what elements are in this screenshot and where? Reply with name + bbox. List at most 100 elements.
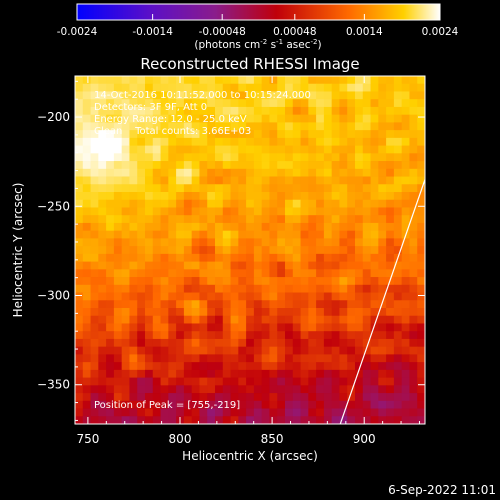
heatmap-cell xyxy=(386,114,395,123)
heatmap-cell xyxy=(82,331,91,340)
heatmap-cell xyxy=(246,99,255,108)
heatmap-cell xyxy=(207,153,216,162)
heatmap-cell xyxy=(417,99,425,108)
heatmap-cell xyxy=(300,184,309,193)
heatmap-cell xyxy=(370,300,379,309)
heatmap-cell xyxy=(277,184,286,193)
heatmap-cell xyxy=(246,416,255,424)
heatmap-cell xyxy=(362,362,371,371)
heatmap-cell xyxy=(191,346,200,355)
heatmap-cell xyxy=(152,323,161,332)
heatmap-cell xyxy=(347,338,356,348)
heatmap-cell xyxy=(121,176,130,185)
heatmap-cell xyxy=(269,114,278,123)
heatmap-cell xyxy=(129,83,138,92)
heatmap-cell xyxy=(285,277,294,286)
heatmap-cell xyxy=(378,362,387,371)
heatmap-cell xyxy=(207,346,216,355)
heatmap-cell xyxy=(152,91,161,100)
heatmap-cell xyxy=(183,215,193,224)
heatmap-cell xyxy=(316,292,325,301)
heatmap-cell xyxy=(401,76,410,85)
heatmap-cell xyxy=(176,222,185,232)
heatmap-cell xyxy=(222,284,231,293)
heatmap-cell xyxy=(183,176,193,185)
heatmap-cell xyxy=(90,315,99,324)
heatmap-cell xyxy=(370,331,379,340)
heatmap-cell xyxy=(238,377,247,386)
heatmap-cell xyxy=(409,300,418,309)
heatmap-cell xyxy=(207,269,216,278)
heatmap-cell xyxy=(362,168,371,177)
heatmap-cell xyxy=(355,106,364,116)
heatmap-cell xyxy=(90,393,99,402)
heatmap-cell xyxy=(98,114,107,123)
heatmap-cell xyxy=(238,122,247,131)
heatmap-cell xyxy=(386,145,395,154)
heatmap-cell xyxy=(191,176,200,185)
heatmap-cell xyxy=(137,76,146,85)
heatmap-cell xyxy=(300,106,309,116)
heatmap-cell xyxy=(300,331,309,340)
heatmap-cell xyxy=(323,416,333,424)
heatmap-cell xyxy=(207,168,216,177)
heatmap-cell xyxy=(417,161,425,170)
heatmap-cell xyxy=(409,114,418,123)
heatmap-cell xyxy=(176,145,185,154)
heatmap-cell xyxy=(393,76,403,85)
heatmap-cell xyxy=(370,238,379,247)
heatmap-cell xyxy=(121,315,130,324)
heatmap-cell xyxy=(292,130,301,139)
heatmap-cell xyxy=(152,161,161,170)
heatmap-cell xyxy=(176,393,185,402)
heatmap-cell xyxy=(121,261,130,270)
heatmap-cell xyxy=(121,300,130,309)
heatmap-cell xyxy=(347,277,356,286)
heatmap-cell xyxy=(191,331,200,340)
heatmap-cell xyxy=(183,416,193,424)
heatmap-cell xyxy=(292,106,301,116)
heatmap-cell xyxy=(362,199,371,208)
heatmap-cell xyxy=(82,354,91,363)
heatmap-cell xyxy=(362,331,371,340)
heatmap-cell xyxy=(238,261,247,270)
heatmap-cell xyxy=(378,238,387,247)
heatmap-cell xyxy=(308,199,317,208)
heatmap-cell xyxy=(145,99,154,108)
heatmap-cell xyxy=(191,354,200,363)
heatmap-cell xyxy=(277,130,286,139)
heatmap-cell xyxy=(90,377,99,386)
heatmap-cell xyxy=(222,253,231,262)
heatmap-cell xyxy=(82,215,91,224)
heatmap-cell xyxy=(386,130,395,139)
heatmap-cell xyxy=(160,122,169,131)
heatmap-cell xyxy=(409,122,418,131)
heatmap-cell xyxy=(347,168,356,177)
heatmap-cell xyxy=(160,408,169,417)
heatmap-cell xyxy=(378,354,387,363)
heatmap-cell xyxy=(323,153,333,162)
heatmap-cell xyxy=(113,300,123,309)
heatmap-cell xyxy=(222,315,231,324)
heatmap-cell xyxy=(207,277,216,286)
heatmap-cell xyxy=(183,137,193,146)
heatmap-cell xyxy=(238,308,247,317)
heatmap-cell xyxy=(90,122,99,131)
heatmap-cell xyxy=(145,207,154,216)
heatmap-cell xyxy=(176,284,185,293)
heatmap-cell xyxy=(417,153,425,162)
heatmap-cell xyxy=(246,400,255,409)
heatmap-cell xyxy=(129,393,138,402)
heatmap-cell xyxy=(308,277,317,286)
heatmap-cell xyxy=(316,106,325,116)
heatmap-cell xyxy=(370,269,379,278)
heatmap-cell xyxy=(199,137,208,146)
heatmap-cell xyxy=(339,377,348,386)
heatmap-cell xyxy=(168,99,177,108)
heatmap-cell xyxy=(393,176,403,185)
heatmap-cell xyxy=(277,292,286,301)
heatmap-cell xyxy=(285,346,294,355)
heatmap-cell xyxy=(401,338,410,348)
heatmap-cell xyxy=(90,215,99,224)
heatmap-cell xyxy=(378,122,387,131)
